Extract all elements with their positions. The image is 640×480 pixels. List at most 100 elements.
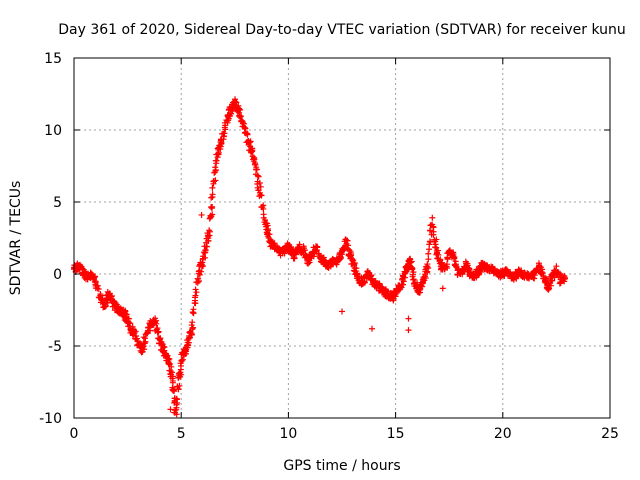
data-point: [173, 404, 180, 411]
data-point: [405, 315, 412, 322]
data-point: [153, 320, 160, 327]
data-point: [314, 243, 321, 250]
data-point: [178, 362, 185, 369]
data-point: [237, 114, 244, 121]
y-tick-label: 15: [44, 51, 62, 67]
data-point: [97, 291, 104, 298]
data-point: [112, 300, 119, 307]
y-tick-label: 5: [53, 195, 62, 211]
data-point: [192, 292, 199, 299]
data-point: [244, 131, 251, 138]
data-point: [251, 156, 258, 163]
data-point: [189, 319, 196, 326]
data-point: [175, 386, 182, 393]
data-point: [215, 149, 222, 156]
data-point: [409, 271, 416, 278]
data-point: [185, 339, 192, 346]
data-point: [432, 241, 439, 248]
data-point: [157, 335, 164, 342]
data-point: [345, 242, 352, 249]
chart-title: Day 361 of 2020, Sidereal Day-to-day VTE…: [58, 22, 626, 38]
data-point: [435, 251, 442, 258]
data-point: [221, 130, 228, 137]
data-point: [209, 203, 216, 210]
data-point: [198, 268, 205, 275]
x-tick-label: 20: [494, 426, 512, 442]
data-point: [94, 282, 101, 289]
data-point: [178, 371, 185, 378]
data-point: [255, 173, 262, 180]
data-point: [167, 406, 174, 413]
data-point: [95, 286, 102, 293]
data-point: [138, 349, 145, 356]
x-axis-label: GPS time / hours: [283, 458, 400, 474]
data-point: [425, 265, 432, 272]
data-point: [203, 243, 210, 250]
data-point: [266, 231, 273, 238]
y-tick-label: 10: [44, 123, 62, 139]
data-point: [426, 227, 433, 234]
data-point: [109, 292, 116, 299]
data-point: [291, 255, 298, 262]
data-point: [167, 368, 174, 375]
data-point: [92, 279, 99, 286]
y-tick-labels: -10 -5 0 5 10 15: [39, 51, 62, 427]
data-point: [400, 281, 406, 288]
data-point: [176, 382, 183, 389]
data-point: [260, 211, 267, 218]
data-point: [161, 344, 168, 351]
data-point: [561, 275, 568, 282]
data-point: [255, 187, 262, 194]
data-point: [409, 265, 416, 272]
data-point: [214, 150, 221, 157]
data-point: [267, 237, 274, 244]
data-point: [141, 340, 148, 347]
x-tick-label: 0: [70, 426, 79, 442]
data-point: [205, 237, 212, 244]
data-point: [353, 265, 360, 272]
data-point: [88, 270, 95, 277]
x-tick-label: 10: [279, 426, 297, 442]
data-point: [196, 271, 203, 278]
data-point: [169, 369, 176, 376]
data-point: [253, 166, 260, 173]
grid-lines: [74, 58, 610, 418]
y-tick-label: -5: [48, 339, 62, 355]
data-point: [408, 258, 415, 265]
data-point: [170, 387, 177, 394]
data-point: [127, 320, 134, 327]
data-point: [193, 289, 200, 296]
data-point: [209, 184, 216, 191]
data-point: [209, 191, 216, 198]
data-point: [260, 205, 267, 212]
data-point: [140, 343, 147, 350]
x-tick-label: 5: [177, 426, 186, 442]
data-point: [190, 309, 197, 316]
data-point: [402, 269, 409, 276]
data-point: [361, 279, 368, 286]
data-point: [425, 250, 432, 257]
data-point: [108, 293, 115, 300]
data-point: [265, 227, 272, 234]
data-point: [247, 138, 254, 145]
x-tick-label: 25: [601, 426, 619, 442]
y-axis-label: SDTVAR / TECUs: [8, 181, 24, 296]
data-point: [195, 277, 202, 284]
data-point: [142, 338, 149, 345]
data-point: [202, 254, 209, 261]
data-point: [254, 172, 261, 179]
data-point: [450, 251, 457, 258]
data-point: [256, 180, 263, 187]
data-point: [192, 286, 199, 293]
data-point: [405, 327, 412, 334]
data-point: [425, 256, 432, 263]
data-point: [422, 274, 429, 281]
data-point: [169, 379, 176, 386]
y-tick-label: -10: [39, 411, 62, 427]
data-point: [271, 240, 278, 247]
data-point: [258, 192, 265, 199]
data-point: [417, 289, 424, 296]
data-point: [547, 282, 554, 289]
data-point: [346, 246, 353, 253]
